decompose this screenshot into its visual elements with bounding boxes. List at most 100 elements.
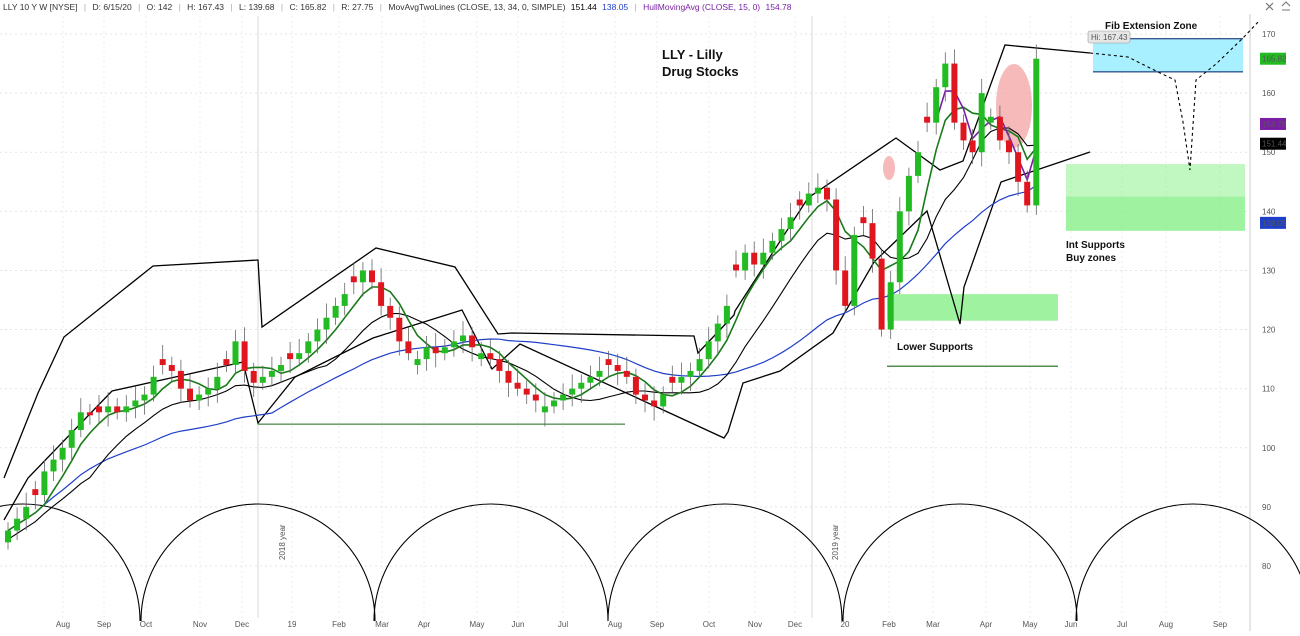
candle-92: [842, 256, 849, 314]
candle-90: [824, 179, 830, 212]
expand-icon[interactable]: [1281, 1, 1291, 11]
price-tick-160: 160: [1262, 89, 1276, 98]
high-tooltip: Hi: 167.43: [1087, 30, 1131, 44]
time-tick-10: Jun: [512, 620, 525, 629]
candle-30: [278, 356, 284, 383]
candle-23: [214, 362, 221, 403]
candle-81: [742, 244, 749, 280]
candle-body: [905, 175, 912, 212]
candle-99: [905, 167, 912, 226]
candle-101: [924, 102, 931, 133]
candle-43: [396, 306, 403, 356]
candle-body: [742, 252, 749, 271]
projection-path: [1089, 19, 1261, 171]
long-ma-price-tag-text: 138.05: [1262, 219, 1287, 228]
candle-body: [642, 394, 648, 401]
candle-body: [787, 217, 794, 230]
lower-support-zone: [887, 294, 1058, 321]
candle-body: [496, 359, 503, 371]
candle-33: [305, 333, 312, 363]
price-tick-90: 90: [1262, 503, 1271, 512]
candle-body: [150, 376, 157, 395]
candle-68: [623, 356, 630, 384]
time-tick-19: Mar: [926, 620, 940, 629]
candle-3: [32, 480, 39, 510]
peak-highlight-1: [883, 156, 895, 180]
header-bar: LLY 10 Y W [NYSE] | D: 6/15/20 | O: 142 …: [0, 0, 1300, 13]
candle-107: [978, 78, 985, 167]
candle-body: [887, 282, 894, 330]
price-tick-110: 110: [1262, 385, 1275, 394]
svg-text:LLY 10 Y W [NYSE] |: LLY 10 Y W [NYSE] | D: 6/15/20 | O: 142 …: [3, 2, 792, 12]
header-ma-label: MovAvgTwoLines (CLOSE, 13, 34, 0, SIMPLE…: [388, 2, 565, 12]
candle-38: [350, 262, 357, 295]
candle-66: [605, 350, 612, 377]
candle-15: [141, 386, 148, 415]
candle-body: [805, 193, 812, 206]
candle-17: [159, 344, 166, 375]
buy-zones-label: Buy zones: [1066, 253, 1116, 264]
candle-91: [833, 188, 840, 285]
candle-89: [814, 173, 821, 204]
candle-body: [268, 370, 275, 377]
candle-53: [487, 339, 494, 369]
candle-40: [369, 259, 375, 290]
high-tooltip-text: Hi: 167.43: [1091, 33, 1128, 42]
price-tick-120: 120: [1262, 326, 1276, 335]
int-support-zone-upper: [1066, 164, 1245, 197]
price-axis: 80 90 100 110 120 130 140 150 160 170 165.82 154.78…: [1260, 30, 1287, 571]
candle-body: [833, 199, 840, 271]
hull-price-tag-text: 154.78: [1262, 120, 1287, 129]
candle-body: [132, 400, 139, 407]
candle-113: [1033, 44, 1040, 215]
candle-body: [951, 63, 958, 123]
candle-47: [432, 333, 439, 368]
time-tick-22: Jun: [1065, 620, 1078, 629]
candle-body: [414, 359, 421, 366]
candle-77: [705, 327, 712, 369]
candle-79: [723, 294, 730, 338]
candle-2: [23, 492, 30, 531]
cycle-arc-2: [373, 503, 609, 622]
candle-80: [733, 250, 739, 278]
header-low: L: 139.68: [239, 2, 275, 12]
candle-body: [878, 258, 885, 330]
candle-body: [760, 252, 767, 265]
candle-34: [314, 318, 321, 354]
cycle-arcs: [0, 503, 1300, 622]
price-tick-130: 130: [1262, 266, 1276, 275]
candle-88: [805, 182, 812, 213]
candle-body: [987, 116, 994, 123]
collapse-icon[interactable]: [1265, 2, 1274, 11]
price-tick-100: 100: [1262, 444, 1276, 453]
candle-body: [551, 400, 557, 407]
time-tick-24: Aug: [1159, 620, 1173, 629]
candle-36: [332, 297, 339, 325]
price-tick-150: 150: [1262, 148, 1276, 157]
time-tick-7: Mar: [375, 620, 389, 629]
candle-body: [924, 116, 931, 123]
time-axis: Aug Sep Oct Nov Dec 19 Feb Mar Apr May Jun Jul Aug Se…: [56, 620, 1228, 629]
time-tick-16: Dec: [788, 620, 802, 629]
candle-body: [751, 252, 758, 265]
candle-42: [387, 297, 394, 330]
candle-106: [969, 129, 976, 165]
candle-body: [460, 335, 466, 342]
int-supports-label: Int Supports: [1066, 240, 1125, 251]
candle-body: [187, 388, 193, 401]
candle-body: [5, 530, 11, 543]
candle-62: [569, 374, 576, 407]
candle-1: [14, 507, 21, 540]
candle-82: [751, 241, 758, 277]
candle-body: [960, 122, 967, 141]
candle-76: [696, 347, 703, 379]
header-ma-val2: 138.05: [602, 2, 628, 12]
time-tick-8: Apr: [418, 620, 431, 629]
time-tick-14: Oct: [703, 620, 716, 629]
candle-body: [423, 347, 430, 360]
candle-body: [241, 341, 248, 371]
candle-body: [578, 382, 585, 389]
candle-78: [714, 315, 721, 354]
candle-14: [132, 386, 139, 419]
candle-body: [541, 406, 548, 413]
